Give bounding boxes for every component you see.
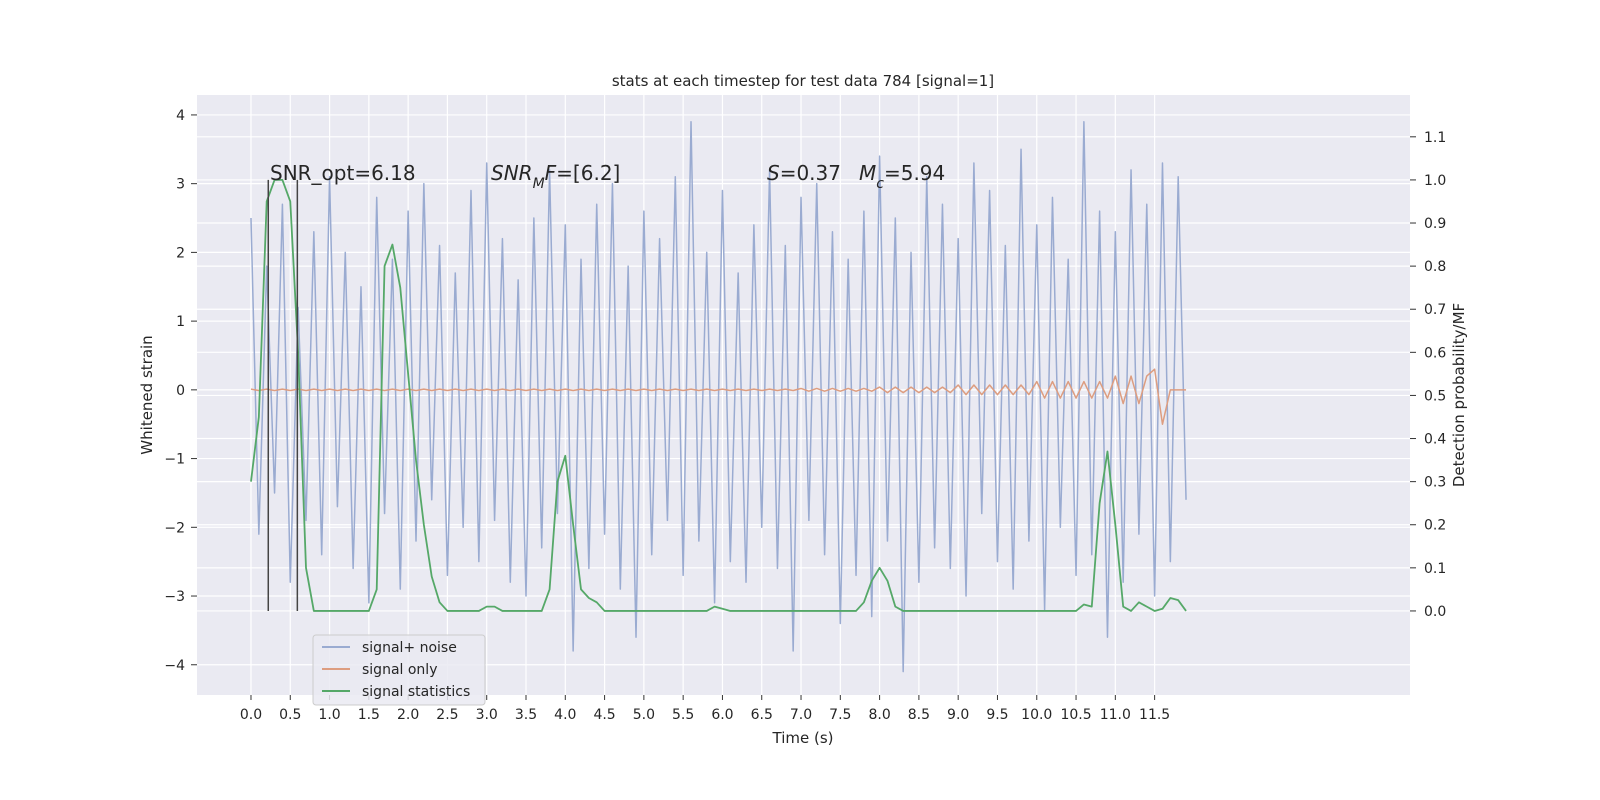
annotation: SNR_opt=6.18 bbox=[270, 161, 416, 185]
x-tick-label: 0.5 bbox=[279, 707, 301, 723]
legend-label: signal+ noise bbox=[362, 640, 457, 656]
y-tick-label: −1 bbox=[164, 452, 185, 468]
annotation-part: F bbox=[545, 161, 557, 185]
series-line bbox=[250, 121, 1187, 673]
y-tick-label: 4 bbox=[176, 108, 185, 124]
y2-tick-label: 0.9 bbox=[1424, 216, 1446, 232]
x-tick-label: 4.5 bbox=[593, 707, 615, 723]
annotation: Mc=5.94 bbox=[859, 161, 945, 192]
annotation-part: M bbox=[533, 176, 545, 192]
y2-axis-label: Detection probability/MF bbox=[1450, 303, 1468, 487]
annotation: S=0.37 bbox=[767, 161, 841, 185]
x-tick-label: 2.0 bbox=[397, 707, 419, 723]
x-tick-label: 1.5 bbox=[358, 707, 380, 723]
y2-tick-label: 0.1 bbox=[1424, 561, 1446, 577]
x-tick-label: 2.5 bbox=[436, 707, 458, 723]
chart-title: stats at each timestep for test data 784… bbox=[612, 72, 994, 90]
legend-label: signal statistics bbox=[362, 684, 470, 700]
x-tick-label: 11.5 bbox=[1139, 707, 1170, 723]
x-tick-label: 9.5 bbox=[986, 707, 1008, 723]
x-tick-label: 10.0 bbox=[1021, 707, 1052, 723]
annotation-part: =0.37 bbox=[780, 161, 841, 185]
y2-tick-label: 0.7 bbox=[1424, 302, 1446, 318]
y2-tick-label: 0.6 bbox=[1424, 345, 1446, 361]
x-tick-label: 5.0 bbox=[633, 707, 655, 723]
annotation: SNRMF=[6.2] bbox=[491, 161, 620, 192]
y-axis-label: Whitened strain bbox=[138, 335, 156, 454]
x-tick-label: 7.0 bbox=[790, 707, 812, 723]
x-tick-label: 1.0 bbox=[318, 707, 340, 723]
series-line bbox=[250, 179, 1187, 612]
annotation-part: c bbox=[876, 176, 884, 192]
x-axis-label: Time (s) bbox=[772, 729, 834, 747]
x-tick-label: 10.5 bbox=[1060, 707, 1091, 723]
annotation-part: S bbox=[767, 161, 780, 185]
y-tick-label: 0 bbox=[176, 383, 185, 399]
legend-label: signal only bbox=[362, 662, 437, 678]
y2-tick-label: 0.4 bbox=[1424, 432, 1446, 448]
x-tick-label: 0.0 bbox=[240, 707, 262, 723]
x-tick-label: 3.0 bbox=[476, 707, 498, 723]
y2-tick-label: 0.2 bbox=[1424, 518, 1446, 534]
annotation-part: M bbox=[859, 161, 876, 185]
y2-tick-label: 1.0 bbox=[1424, 173, 1446, 189]
x-tick-label: 6.0 bbox=[711, 707, 733, 723]
x-tick-label: 8.5 bbox=[908, 707, 930, 723]
x-tick-label: 11.0 bbox=[1100, 707, 1131, 723]
x-tick-label: 9.0 bbox=[947, 707, 969, 723]
y-tick-label: 3 bbox=[176, 177, 185, 193]
series-line bbox=[250, 368, 1187, 425]
y2-tick-label: 0.3 bbox=[1424, 475, 1446, 491]
legend-box bbox=[312, 634, 486, 706]
y2-tick-label: 0.5 bbox=[1424, 388, 1446, 404]
annotation-part: SNR bbox=[491, 161, 533, 185]
y2-tick-label: 1.1 bbox=[1424, 130, 1446, 146]
x-tick-label: 4.0 bbox=[554, 707, 576, 723]
y-tick-label: −2 bbox=[164, 520, 185, 536]
legend: signal+ noise signal only signal statistic… bbox=[312, 634, 486, 706]
annotation-part: =[6.2] bbox=[556, 161, 620, 185]
x-tick-label: 3.5 bbox=[515, 707, 537, 723]
x-tick-label: 5.5 bbox=[672, 707, 694, 723]
x-tick-label: 8.0 bbox=[868, 707, 890, 723]
x-tick-label: 7.5 bbox=[829, 707, 851, 723]
annotation-part: =5.94 bbox=[884, 161, 945, 185]
y2-tick-label: 0.0 bbox=[1424, 604, 1446, 620]
annotation-part: SNR_opt=6.18 bbox=[270, 161, 416, 185]
y2-tick-label: 0.8 bbox=[1424, 259, 1446, 275]
y-tick-label: 2 bbox=[176, 245, 185, 261]
y-tick-label: 1 bbox=[176, 314, 185, 330]
y-tick-label: −4 bbox=[164, 658, 185, 674]
y-tick-label: −3 bbox=[164, 589, 185, 605]
x-tick-label: 6.5 bbox=[751, 707, 773, 723]
